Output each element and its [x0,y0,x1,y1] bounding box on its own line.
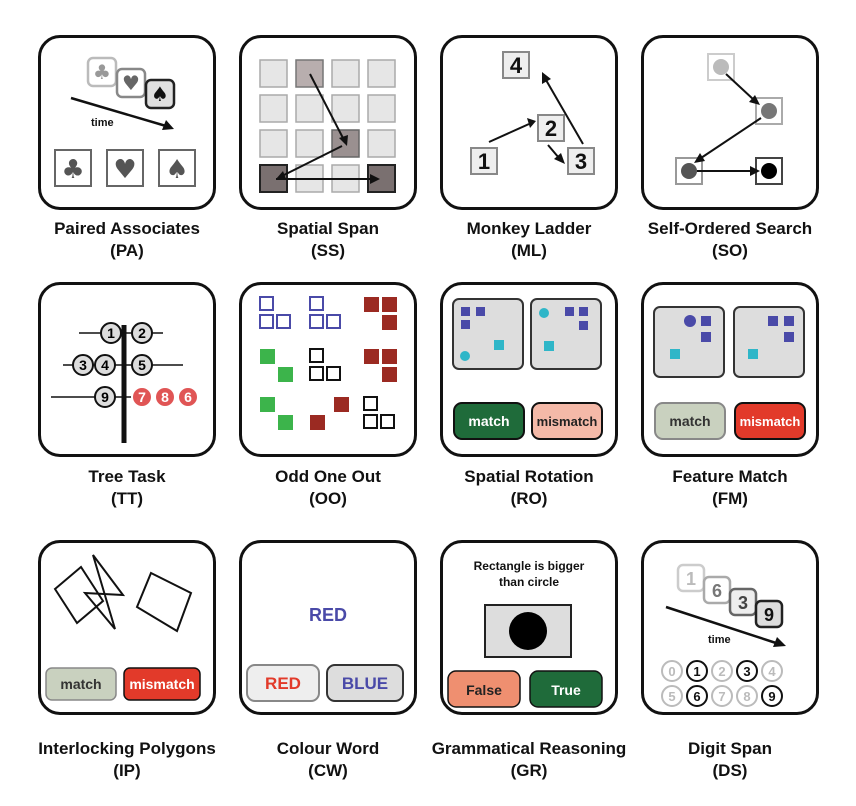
svg-text:1: 1 [107,325,115,341]
svg-text:mismatch: mismatch [129,676,194,692]
svg-text:match: match [468,413,509,429]
svg-text:3: 3 [79,357,87,373]
svg-text:6: 6 [693,689,700,704]
svg-text:2: 2 [545,116,557,141]
svg-text:0: 0 [668,664,675,679]
svg-text:RED: RED [265,674,301,693]
mismatch-button[interactable] [123,667,201,701]
svg-text:♣: ♣ [93,60,111,84]
caption-odd-one-out: Odd One Out (OO) [275,467,381,508]
svg-text:match: match [669,413,710,429]
mismatch-button[interactable] [734,402,806,440]
caption-spatial-span: Spatial Span (SS) [276,219,380,260]
caption-tree-task: Tree Task (TT) [88,467,166,508]
tile-interlocking-polygons: match mismatch [38,540,216,715]
true-button[interactable] [529,670,603,708]
tile-monkey-ladder: 4 2 1 3 [440,35,618,210]
caption-interlocking-polygons: Interlocking Polygons (IP) [38,739,216,780]
svg-text:time: time [708,634,731,646]
svg-text:7: 7 [718,689,725,704]
svg-text:4: 4 [768,664,776,679]
svg-text:3: 3 [575,149,587,174]
svg-text:False: False [466,682,502,698]
svg-text:RED: RED [309,605,347,625]
svg-text:7: 7 [138,389,146,405]
tile-paired-associates: ♣ ♥ ♠ time ♣ ♥ ♠ [38,35,216,210]
blue-button[interactable] [326,664,404,702]
svg-text:4: 4 [101,357,109,373]
svg-text:True: True [551,682,581,698]
svg-text:♥: ♥ [113,155,136,185]
svg-text:Rectangle is bigger: Rectangle is bigger [474,559,585,573]
caption-self-ordered-search: Self-Ordered Search (SO) [647,219,813,260]
svg-text:5: 5 [668,689,675,704]
svg-text:than circle: than circle [499,575,559,589]
svg-text:5: 5 [138,357,146,373]
red-button[interactable] [246,664,320,702]
caption-feature-match: Feature Match (FM) [672,467,788,508]
caption-colour-word: Colour Word (CW) [276,739,380,780]
tile-colour-word: RED RED BLUE [239,540,417,715]
svg-text:3: 3 [743,664,750,679]
match-button[interactable] [45,667,117,701]
svg-text:1: 1 [478,149,490,174]
svg-text:match: match [60,676,101,692]
svg-text:6: 6 [184,389,192,405]
svg-text:3: 3 [738,593,748,613]
caption-monkey-ladder: Monkey Ladder (ML) [466,219,592,260]
svg-text:1: 1 [686,569,696,589]
tile-grammatical-reasoning: Rectangle is bigger than circle False Tr… [440,540,618,715]
tile-feature-match: match mismatch [641,282,819,457]
caption-digit-span: Digit Span (DS) [687,739,773,780]
svg-text:mismatch: mismatch [537,414,598,429]
tile-digit-span: 1 6 3 9 time 0 1 2 3 4 5 6 7 8 9 [641,540,819,715]
caption-spatial-rotation: Spatial Rotation (RO) [464,467,594,508]
tile-odd-one-out [239,282,417,457]
svg-text:♣: ♣ [61,155,84,185]
svg-text:♠: ♠ [151,82,169,106]
tile-self-ordered-search [641,35,819,210]
tile-spatial-rotation: match mismatch [440,282,618,457]
svg-text:9: 9 [101,389,109,405]
svg-text:mismatch: mismatch [740,414,801,429]
svg-text:6: 6 [712,581,722,601]
svg-text:1: 1 [693,664,700,679]
svg-text:2: 2 [138,325,146,341]
caption-grammatical-reasoning: Grammatical Reasoning (GR) [431,739,627,780]
match-button[interactable] [453,402,525,440]
tile-tree-task: 1 2 3 4 5 9 7 8 6 [38,282,216,457]
mismatch-button[interactable] [531,402,603,440]
false-button[interactable] [447,670,521,708]
svg-text:9: 9 [768,689,775,704]
svg-text:8: 8 [161,389,169,405]
tile-spatial-span [239,35,417,210]
match-button[interactable] [654,402,726,440]
caption-paired-associates: Paired Associates (PA) [54,219,200,260]
svg-text:8: 8 [743,689,750,704]
svg-text:2: 2 [718,664,725,679]
svg-text:♥: ♥ [122,71,140,95]
svg-text:9: 9 [764,605,774,625]
time-label: time [91,117,114,129]
svg-text:♠: ♠ [165,155,188,185]
svg-text:4: 4 [510,53,523,78]
svg-text:BLUE: BLUE [342,674,388,693]
